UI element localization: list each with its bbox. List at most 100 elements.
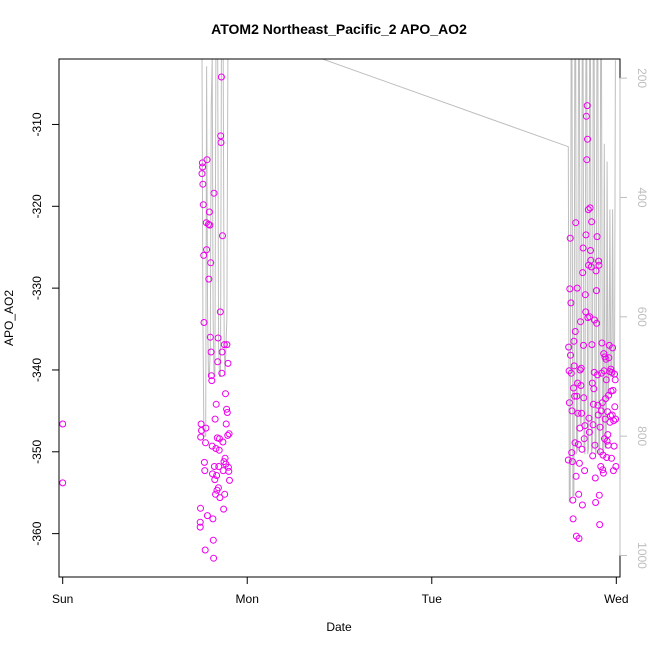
data-point: [217, 139, 225, 146]
data-point: [203, 512, 211, 520]
data-point: [205, 275, 213, 283]
data-point: [565, 367, 573, 375]
data-point: [572, 219, 580, 227]
data-point: [576, 366, 584, 374]
series-line: [201, 59, 616, 503]
data-point: [220, 341, 228, 349]
data-point: [574, 409, 582, 417]
data-point: [210, 463, 218, 470]
data-point: [59, 420, 67, 428]
x-tick-label: Wed: [604, 592, 628, 606]
data-point: [571, 392, 579, 400]
data-point: [198, 170, 206, 178]
data-point: [223, 409, 231, 416]
data-point: [198, 159, 206, 167]
data-point: [592, 287, 600, 295]
y-tick-label: -350: [30, 439, 44, 463]
data-point: [214, 484, 222, 492]
x-tick-label: Sun: [52, 592, 73, 606]
data-point: [574, 440, 582, 448]
data-point: [578, 445, 586, 453]
data-point: [575, 490, 583, 498]
data-point: [212, 400, 220, 408]
x-axis: Sun Mon Tue Wed: [52, 576, 629, 606]
data-point: [568, 458, 576, 466]
data-point: [200, 458, 208, 466]
data-point: [610, 442, 618, 450]
data-point: [578, 501, 586, 509]
data-point: [586, 204, 594, 212]
data-point: [202, 219, 210, 227]
data-point: [223, 341, 231, 349]
secondary-line-layer: [201, 59, 616, 503]
data-point: [595, 261, 603, 269]
data-point: [202, 439, 209, 447]
data-point: [610, 417, 618, 425]
data-point: [217, 132, 225, 140]
data-point: [214, 334, 222, 342]
data-point: [573, 392, 581, 400]
plot-area: [59, 59, 620, 562]
data-point: [583, 102, 591, 110]
data-point: [203, 156, 211, 164]
data-point: [225, 467, 233, 475]
data-point: [220, 505, 228, 513]
data-point: [218, 348, 226, 356]
data-point: [599, 469, 607, 477]
data-point: [219, 232, 226, 240]
data-point: [591, 441, 599, 449]
data-point: [581, 291, 589, 299]
data-point: [608, 454, 615, 462]
data-point: [222, 420, 230, 428]
data-point: [603, 454, 611, 461]
data-point: [606, 418, 614, 426]
data-point: [208, 442, 216, 450]
data-point: [566, 234, 574, 242]
y2-tick-label: 1000: [635, 542, 649, 569]
data-point: [214, 358, 222, 366]
data-point: [209, 536, 217, 544]
data-point: [207, 348, 215, 356]
data-point: [595, 257, 603, 265]
y-tick-label: -330: [30, 276, 44, 300]
data-point: [605, 354, 613, 362]
data-point: [207, 372, 215, 380]
data-point: [588, 341, 596, 349]
data-point: [211, 415, 219, 423]
data-point: [210, 189, 218, 197]
data-point: [592, 267, 600, 275]
data-point: [197, 504, 204, 512]
data-point: [588, 218, 596, 226]
data-point: [226, 476, 233, 484]
data-point: [210, 554, 218, 562]
data-point: [590, 385, 598, 393]
data-point: [197, 433, 205, 441]
y-tick-label: -310: [30, 112, 44, 136]
data-point: [213, 472, 221, 479]
data-point: [223, 405, 231, 413]
data-point: [579, 244, 587, 252]
plot-box: [58, 58, 621, 578]
data-point: [580, 341, 587, 349]
data-point: [581, 467, 589, 475]
data-point: [596, 423, 604, 431]
data-point: [196, 523, 204, 531]
y2-tick-label: 800: [635, 426, 649, 446]
data-point: [221, 490, 229, 498]
data-point: [571, 439, 579, 447]
data-point: [570, 362, 578, 370]
data-point: [224, 431, 232, 439]
data-point: [607, 365, 615, 373]
data-point: [582, 231, 590, 239]
data-point: [578, 409, 586, 417]
data-point: [566, 285, 574, 293]
data-point: [609, 344, 617, 352]
data-point: [589, 452, 597, 460]
data-point: [215, 463, 223, 470]
data-point: [591, 474, 599, 482]
data-point: [216, 494, 224, 502]
data-point: [222, 390, 229, 398]
data-point: [585, 414, 593, 422]
data-point: [567, 299, 575, 307]
